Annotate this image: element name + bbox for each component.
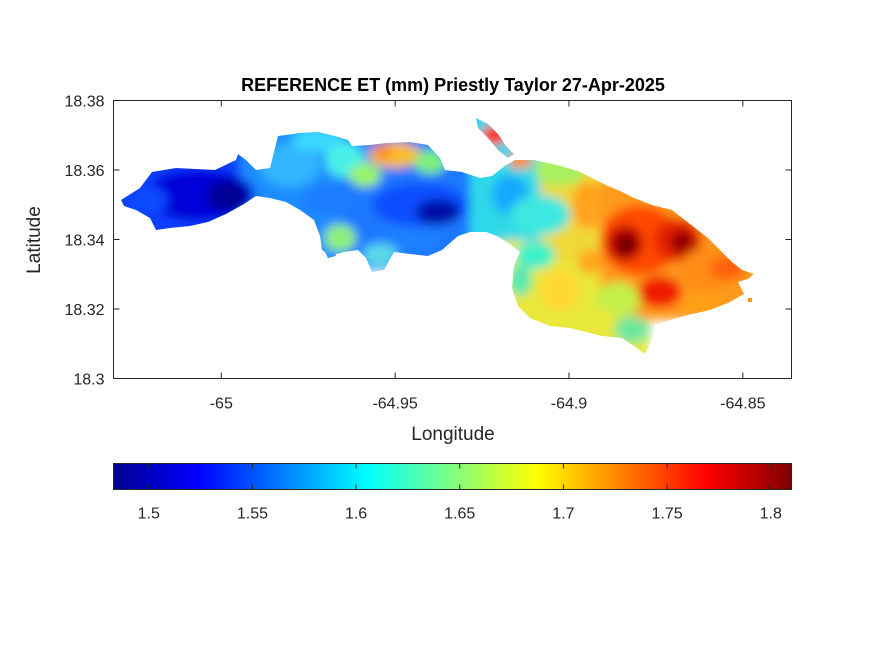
x-tick-label: -64.85: [720, 396, 765, 413]
y-axis: 18.3 18.32 18.34 18.36 18.38: [64, 94, 792, 389]
colorbar-tick-label: 1.8: [760, 506, 782, 523]
colorbar-tick-label: 1.6: [345, 506, 367, 523]
x-axis-label: Longitude: [411, 424, 494, 445]
colorbar-tick-label: 1.75: [652, 506, 683, 523]
colorbar-tick-label: 1.55: [237, 506, 268, 523]
x-tick-label: -64.9: [551, 396, 588, 413]
y-tick-label: 18.36: [64, 163, 104, 180]
colorbar-ticks: 1.5 1.55 1.6 1.65 1.7 1.75 1.8: [138, 463, 782, 523]
y-tick-label: 18.32: [64, 302, 104, 319]
chart-title: REFERENCE ET (mm) Priestly Taylor 27-Apr…: [241, 75, 665, 95]
x-tick-label: -64.95: [372, 396, 417, 413]
y-tick-label: 18.38: [64, 94, 104, 111]
x-tick-label: -65: [210, 396, 233, 413]
colorbar-tick-label: 1.5: [138, 506, 160, 523]
y-axis-label: Latitude: [24, 206, 45, 274]
x-axis: -65 -64.95 -64.9 -64.85: [210, 100, 766, 413]
colorbar: [113, 463, 792, 490]
colorbar-tick-label: 1.65: [444, 506, 475, 523]
y-tick-label: 18.3: [73, 372, 104, 389]
colorbar-tick-label: 1.7: [552, 506, 574, 523]
y-tick-label: 18.34: [64, 233, 104, 250]
